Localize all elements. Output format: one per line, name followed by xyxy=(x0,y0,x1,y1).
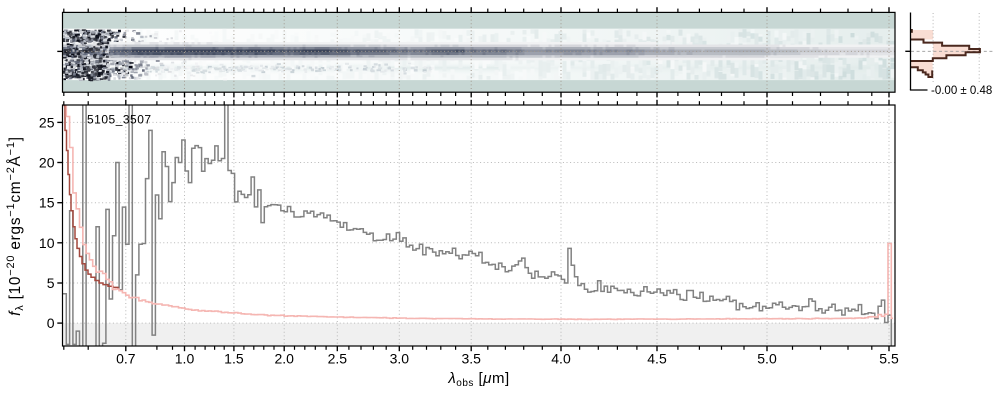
svg-text:10: 10 xyxy=(39,235,55,251)
svg-text:1.0: 1.0 xyxy=(175,351,195,367)
svg-text:15: 15 xyxy=(39,195,55,211)
svg-text:0.7: 0.7 xyxy=(116,351,136,367)
svg-text:20: 20 xyxy=(39,155,55,171)
svg-text:2.5: 2.5 xyxy=(328,351,348,367)
svg-text:4.5: 4.5 xyxy=(647,351,667,367)
svg-text:5: 5 xyxy=(47,275,55,291)
svg-text:4.0: 4.0 xyxy=(551,351,571,367)
svg-text:-0.00 ± 0.48: -0.00 ± 0.48 xyxy=(931,85,992,97)
svg-text:25: 25 xyxy=(39,114,55,130)
svg-text:3.0: 3.0 xyxy=(390,351,410,367)
svg-text:2.0: 2.0 xyxy=(274,351,294,367)
svg-text:0: 0 xyxy=(47,315,55,331)
svg-text:5105_3507: 5105_3507 xyxy=(87,113,152,127)
svg-text:5.5: 5.5 xyxy=(879,351,899,367)
svg-text:fλ [10−20 ergs−1cm−2Å−1]: fλ [10−20 ergs−1cm−2Å−1] xyxy=(5,136,26,316)
svg-text:1.5: 1.5 xyxy=(224,351,244,367)
svg-text:3.5: 3.5 xyxy=(461,351,481,367)
svg-text:5.0: 5.0 xyxy=(757,351,777,367)
svg-text:λobs [μm]: λobs [μm] xyxy=(447,370,509,389)
